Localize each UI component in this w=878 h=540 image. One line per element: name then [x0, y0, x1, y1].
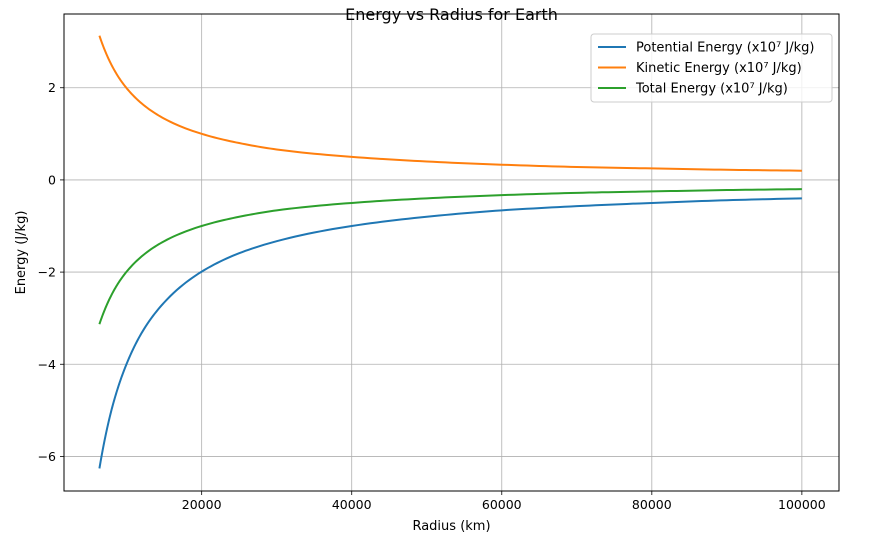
y-tick-label: −6 [38, 449, 56, 464]
x-tick-label: 80000 [632, 497, 672, 512]
y-tick-label: −2 [38, 265, 56, 280]
y-axis-label: Energy (J/kg) [14, 211, 29, 295]
x-tick-label: 20000 [182, 497, 222, 512]
legend-label-2: Total Energy (x10⁷ J/kg) [635, 82, 788, 97]
x-tick-label: 60000 [482, 497, 522, 512]
series-line-2 [98, 188, 802, 325]
y-axis-ticks: −6 −4 −2 0 2 [38, 80, 64, 464]
plot-frame [63, 13, 840, 492]
legend-label-1: Kinetic Energy (x10⁷ J/kg) [636, 61, 802, 76]
legend: Potential Energy (x10⁷ J/kg) Kinetic Ener… [590, 33, 833, 103]
x-tick-label: 100000 [778, 497, 826, 512]
x-axis-ticks: 20000 40000 60000 80000 100000 [182, 491, 826, 512]
x-tick-label: 40000 [332, 497, 372, 512]
y-tick-label: −4 [38, 357, 56, 372]
series-line-1 [98, 35, 802, 172]
x-axis-label: Radius (km) [412, 519, 490, 534]
series-line-0 [98, 197, 802, 469]
series-lines [98, 35, 802, 469]
y-tick-label: 0 [48, 172, 56, 187]
chart-title: Energy vs Radius for Earth [345, 5, 558, 24]
legend-box [590, 33, 833, 103]
y-tick-label: 2 [48, 80, 56, 95]
legend-label-0: Potential Energy (x10⁷ J/kg) [636, 41, 814, 56]
